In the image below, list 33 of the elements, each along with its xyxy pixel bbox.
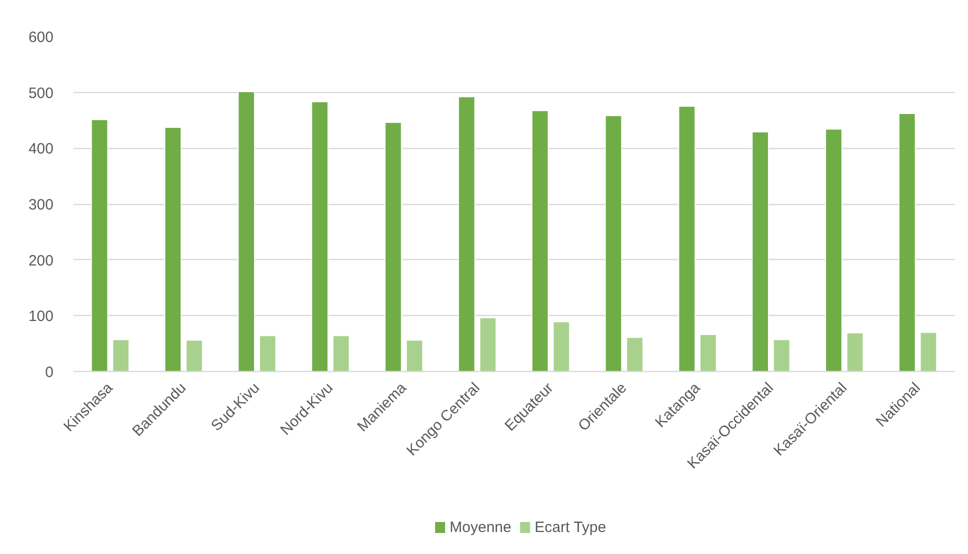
bar: [898, 113, 916, 372]
bar: [605, 115, 622, 372]
bar: [920, 332, 937, 372]
bar: [825, 128, 842, 372]
bar: [91, 119, 108, 372]
bar: [752, 132, 769, 372]
bar: [384, 122, 402, 372]
y-tick-label: 300: [28, 196, 54, 214]
bar: [332, 335, 350, 372]
y-tick-label: 400: [28, 140, 54, 158]
bar: [773, 339, 790, 372]
legend-label: Ecart Type: [534, 519, 606, 536]
bar: [112, 339, 130, 372]
y-tick-label: 200: [28, 252, 54, 270]
bar: [678, 106, 696, 372]
bar: [186, 340, 203, 372]
bar: [164, 127, 182, 372]
bar: [479, 318, 496, 372]
bar: [700, 334, 717, 372]
bar: [626, 337, 644, 372]
y-tick-label: 500: [28, 84, 54, 102]
bar: [406, 340, 423, 372]
bar: [552, 321, 570, 372]
bar: [458, 96, 476, 372]
bar: [259, 335, 276, 372]
bar: [532, 110, 549, 372]
y-tick-label: 100: [28, 308, 54, 326]
y-tick-label: 0: [45, 364, 54, 381]
bar: [238, 91, 255, 372]
legend-label: Moyenne: [450, 519, 512, 536]
y-tick-label: 600: [28, 29, 54, 46]
bar: [311, 101, 328, 372]
bar: [846, 332, 864, 372]
